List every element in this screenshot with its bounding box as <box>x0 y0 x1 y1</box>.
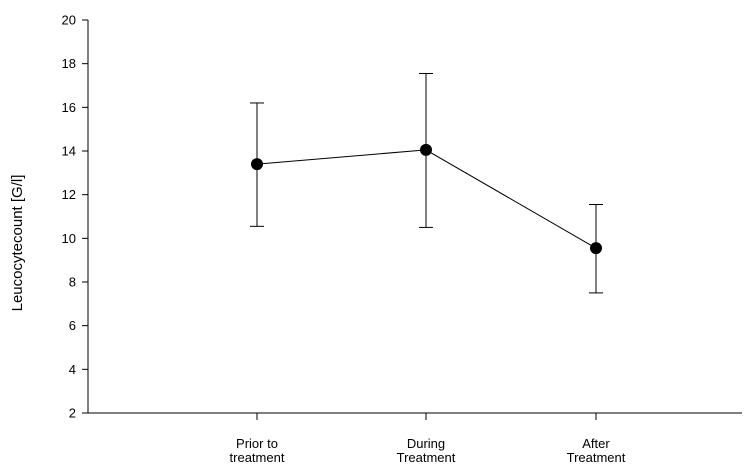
y-tick-label: 16 <box>62 100 76 115</box>
y-tick-label: 4 <box>69 362 76 377</box>
data-point <box>590 242 602 255</box>
x-tick-label-line: Treatment <box>397 450 456 465</box>
y-tick-label: 20 <box>62 13 76 28</box>
x-tick-label-line: treatment <box>230 450 285 465</box>
x-tick-label: During Treatment <box>397 436 456 465</box>
y-axis-label: Leucocytecount [G/l] <box>9 175 26 312</box>
x-tick-label-line: After <box>582 436 610 451</box>
data-point <box>251 158 263 171</box>
y-tick-label: 8 <box>69 275 76 290</box>
y-tick-label: 18 <box>62 56 76 71</box>
x-tick-label: After Treatment <box>567 436 626 465</box>
error-bars <box>250 72 603 294</box>
y-tick-label: 14 <box>62 144 76 159</box>
x-tick-label-line: Treatment <box>567 450 626 465</box>
y-axis-ticks: 2 4 6 8 10 12 14 16 18 20 <box>62 13 88 421</box>
y-tick-label: 6 <box>69 318 76 333</box>
y-tick-label: 2 <box>69 406 76 421</box>
x-tick-label-line: During <box>407 436 445 451</box>
data-points <box>251 143 602 255</box>
y-tick-label: 10 <box>62 231 76 246</box>
x-tick-label: Prior to treatment <box>230 436 285 465</box>
x-tick-label-line: Prior to <box>236 436 278 451</box>
axes <box>87 20 742 414</box>
y-tick-label: 12 <box>62 187 76 202</box>
data-point <box>420 143 432 156</box>
